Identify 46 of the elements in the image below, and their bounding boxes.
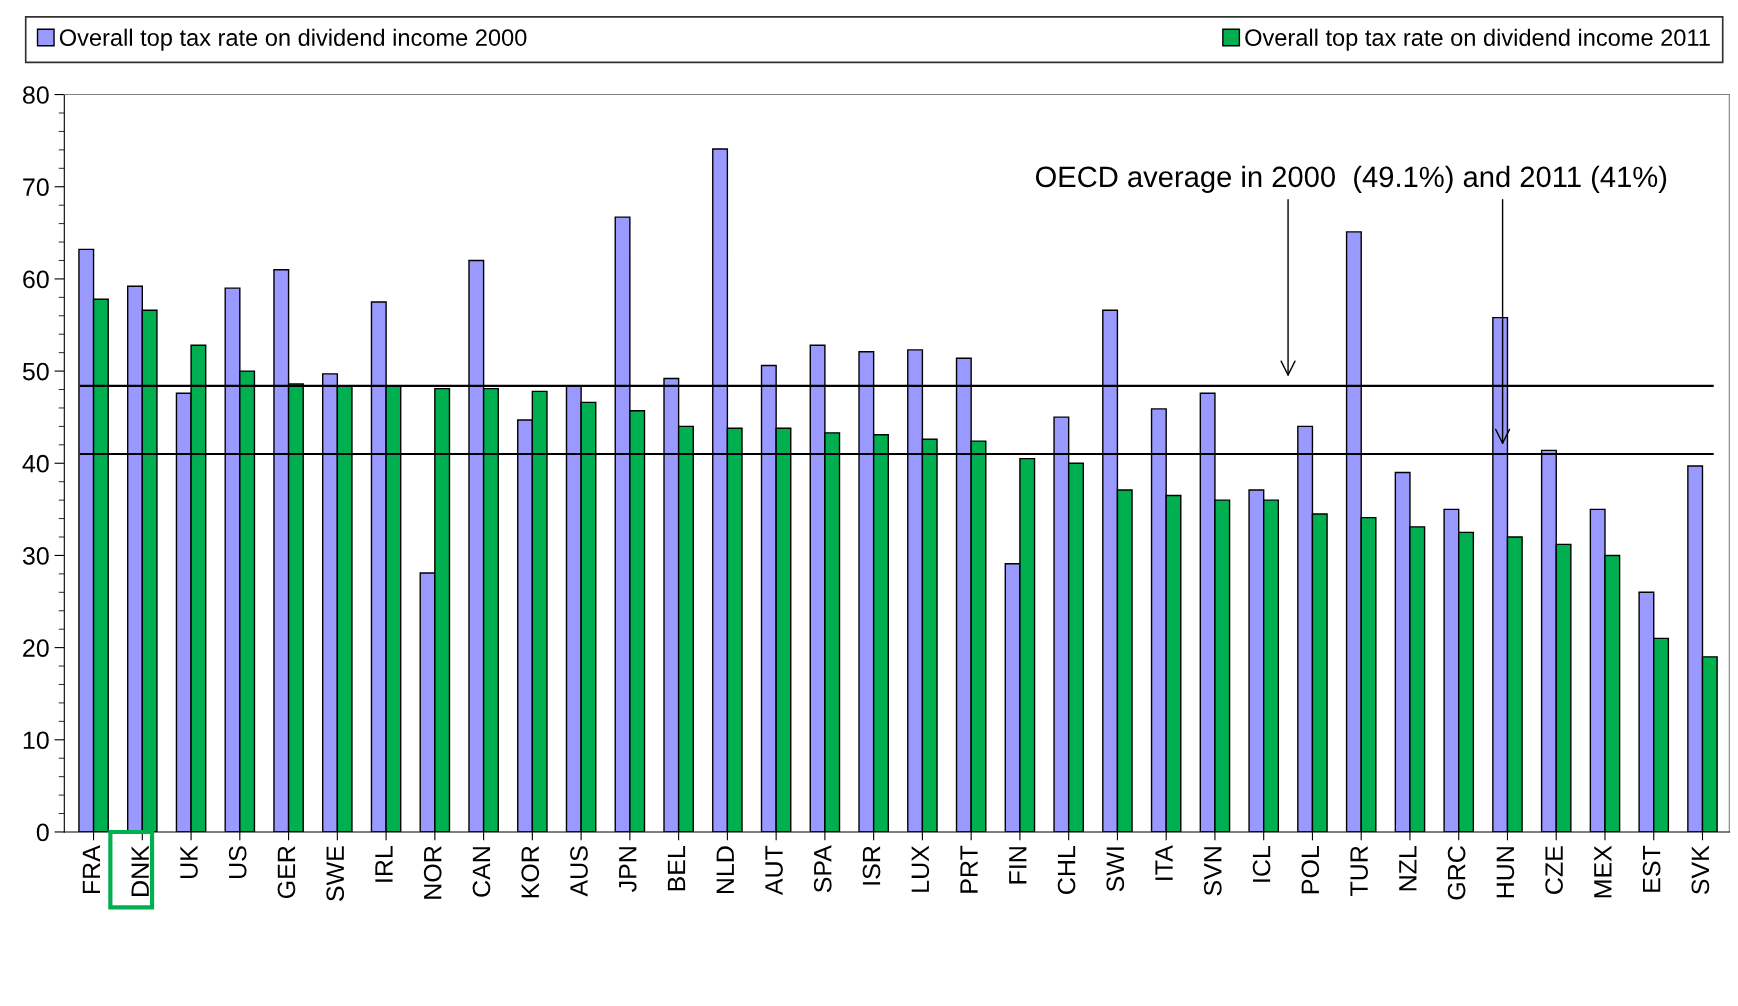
x-tick-label: SVN: [1203, 847, 1222, 896]
y-tick-label: 40: [22, 454, 49, 473]
x-tick-label: EST: [1642, 845, 1661, 892]
y-tick-label: 10: [23, 731, 49, 750]
x-tick-label: NLD: [716, 846, 734, 894]
y-tick-label: 60: [23, 270, 49, 289]
x-tick-label: CAN: [472, 847, 491, 897]
x-tick-label: POL: [1301, 845, 1320, 894]
x-tick-label: DNK: [131, 845, 149, 896]
x-tick-label: ITA: [1155, 845, 1173, 880]
y-tick-label: 30: [22, 547, 49, 565]
annotation: OECD average in 2000 (49.1%) and 2011 (41%): [1035, 165, 1667, 193]
y-tick-label: 70: [23, 178, 49, 197]
x-tick-label: PRT: [960, 845, 978, 893]
x-tick-label: TUR: [1350, 846, 1368, 896]
x-tick-label: SWI: [1106, 847, 1125, 892]
x-tick-label: GER: [277, 846, 296, 899]
x-tick-label: ISR: [862, 846, 881, 885]
x-tick-label: NZL: [1399, 845, 1417, 891]
y-tick-label: 20: [23, 639, 49, 657]
x-tick-label: FRA: [82, 845, 101, 894]
x-tick-label: GRC: [1447, 846, 1466, 900]
x-tick-label: KOR: [521, 846, 540, 898]
x-tick-label: UK: [180, 845, 198, 878]
x-tick-label: AUT: [765, 845, 783, 896]
x-tick-label: HUN: [1496, 847, 1515, 898]
legend-label: Overall top tax rate on dividend income 2000: [59, 28, 527, 51]
y-tick-label: 80: [23, 86, 49, 104]
x-tick-label: AUS: [570, 846, 588, 897]
x-tick-label: NOR: [423, 846, 442, 899]
x-tick-label: IRL: [375, 845, 393, 882]
x-tick-label: CZE: [1545, 846, 1563, 894]
y-tick-label: 0: [36, 823, 49, 842]
x-tick-label: ICL: [1252, 845, 1271, 882]
y-tick-label: 50: [22, 362, 49, 381]
x-tick-label: CHL: [1057, 845, 1076, 894]
x-tick-label: SPA: [813, 845, 832, 893]
x-tick-label: SWE: [326, 846, 345, 901]
x-tick-label: LUX: [911, 845, 930, 892]
x-tick-label: BEL: [667, 845, 686, 891]
x-tick-label: MEX: [1594, 845, 1612, 898]
x-tick-label: FIN: [1009, 847, 1027, 884]
legend-label: Overall top tax rate on dividend income 2011: [1245, 28, 1710, 51]
x-tick-label: US: [228, 846, 247, 878]
x-tick-label: JPN: [619, 847, 637, 892]
x-tick-label: SVK: [1691, 845, 1710, 895]
